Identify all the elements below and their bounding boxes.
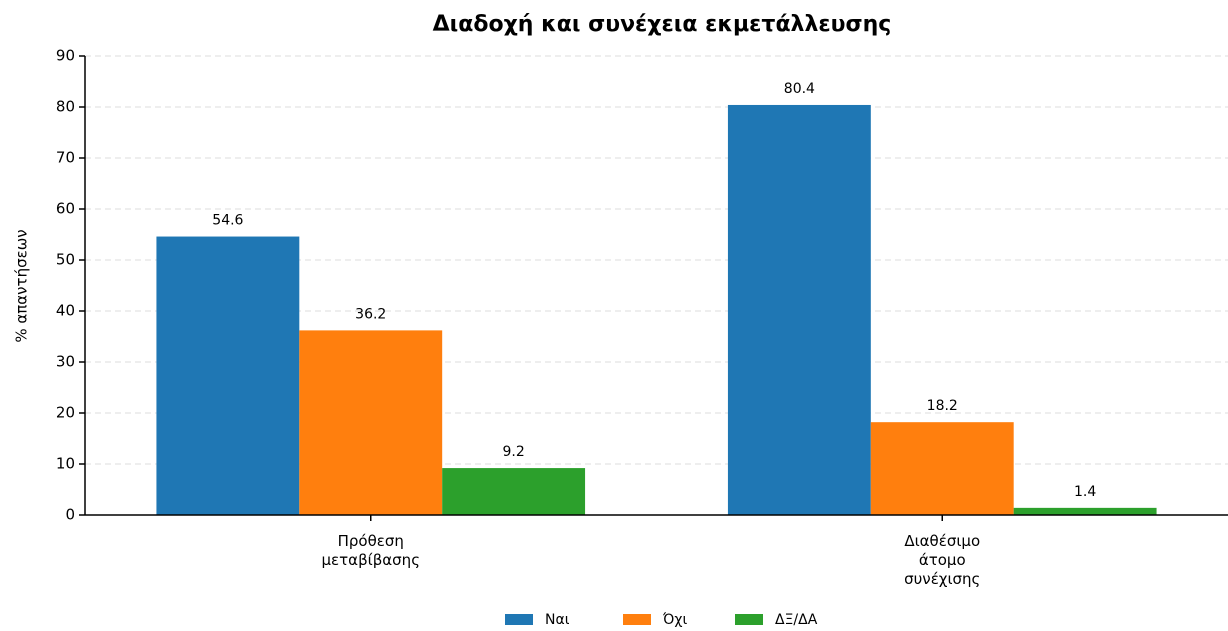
legend-swatch: [623, 614, 651, 625]
x-tick-label: Πρόθεση μεταβίβασης: [322, 532, 421, 569]
legend-label: ΔΞ/ΔΑ: [775, 612, 818, 628]
y-tick-label: 50: [56, 251, 75, 269]
bar: [1013, 507, 1157, 515]
bar: [299, 330, 443, 515]
bar: [156, 236, 300, 516]
y-tick-label: 80: [56, 98, 75, 116]
y-tick-label: 90: [56, 47, 75, 65]
x-tick-label-line: άτομο: [919, 551, 966, 569]
value-label: 9.2: [502, 444, 524, 460]
value-label: 54.6: [212, 213, 243, 229]
x-tick-label-line: μεταβίβασης: [322, 551, 421, 569]
y-tick-label: 70: [56, 149, 75, 167]
chart-title: Διαδοχή και συνέχεια εκμετάλλευσης: [433, 12, 892, 37]
bar: [442, 468, 586, 515]
y-tick-label: 40: [56, 302, 75, 320]
y-tick-label: 10: [56, 455, 75, 473]
legend-label: Ναι: [545, 612, 570, 628]
legend-swatch: [735, 614, 763, 625]
x-tick-label-line: συνέχισης: [904, 570, 980, 588]
bar: [870, 422, 1014, 515]
value-label: 1.4: [1074, 484, 1096, 500]
legend-swatch: [505, 614, 533, 625]
y-axis-label: % απαντήσεων: [13, 229, 31, 342]
bar: [727, 104, 871, 516]
value-label: 18.2: [927, 398, 958, 414]
y-tick-label: 60: [56, 200, 75, 218]
x-tick-label-line: Διαθέσιμο: [904, 532, 980, 550]
x-tick-label: Διαθέσιμο άτομο συνέχισης: [904, 532, 980, 588]
y-tick-label: 20: [56, 404, 75, 422]
value-label: 80.4: [784, 81, 815, 97]
x-tick-label-line: Πρόθεση: [338, 532, 404, 550]
value-label: 36.2: [355, 306, 386, 322]
y-tick-label: 30: [56, 353, 75, 371]
legend-label: Όχι: [662, 612, 687, 628]
y-tick-label: 0: [65, 506, 75, 524]
